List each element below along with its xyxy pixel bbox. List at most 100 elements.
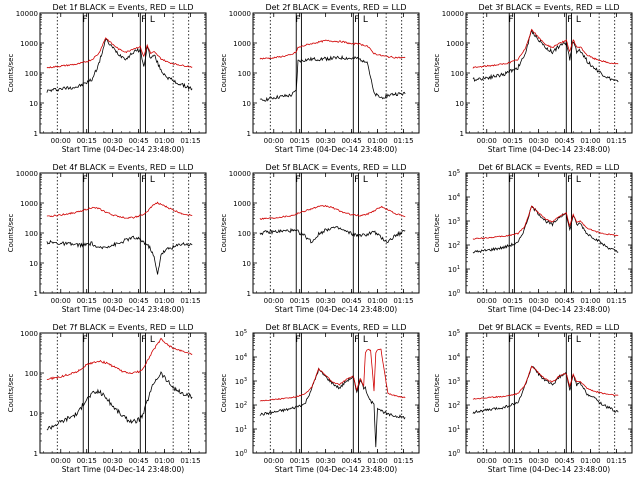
x-tick-label: 00:15 (77, 137, 97, 145)
y-tick-label: 103 (235, 377, 247, 386)
x-tick-label: 01:00 (580, 297, 600, 305)
x-tick-label: 00:30 (316, 137, 336, 145)
lld-series-line (46, 337, 193, 381)
plot-title: Det 7f BLACK = Events, RED = LLD (52, 323, 193, 332)
events-series-line (472, 28, 619, 83)
y-axis-label: Counts/sec (7, 374, 15, 413)
x-tick-label: 00:45 (341, 457, 361, 465)
x-tick-label: 00:30 (316, 457, 336, 465)
y-tick-label: 1000 (233, 40, 251, 48)
x-axis-label: Start Time (04-Dec-14 23:48:00) (275, 465, 397, 474)
x-tick-label: 01:00 (154, 457, 174, 465)
det-plot-5: Det 5f BLACK = Events, RED = LLD 1 10 100 10… (220, 163, 420, 314)
plot-title: Det 1f BLACK = Events, RED = LLD (52, 3, 193, 12)
x-axis-label: Start Time (04-Dec-14 23:48:00) (275, 145, 397, 154)
x-tick-label: 01:00 (367, 137, 387, 145)
lld-series-line (46, 37, 193, 69)
marker-letter: L (363, 335, 368, 345)
x-tick-label: 00:30 (316, 297, 336, 305)
marker-letter: L (363, 175, 368, 185)
x-tick-label: 00:15 (290, 457, 310, 465)
x-tick-label: 00:15 (503, 137, 523, 145)
x-tick-label: 00:15 (77, 457, 97, 465)
y-tick-label: 1000 (20, 330, 38, 338)
x-tick-label: 00:45 (128, 137, 148, 145)
marker-letter: F (508, 15, 513, 25)
events-series-line (46, 371, 193, 431)
y-tick-label: 1000 (20, 40, 38, 48)
x-tick-label: 01:15 (606, 457, 626, 465)
y-axis-label: Counts/sec (7, 54, 15, 93)
y-tick-label: 100 (238, 70, 251, 78)
plot-title: Det 9f BLACK = Events, RED = LLD (478, 323, 619, 332)
y-tick-label: 10000 (442, 10, 464, 18)
y-tick-label: 100 (451, 70, 464, 78)
y-tick-label: 100 (25, 70, 38, 78)
x-axis-label: Start Time (04-Dec-14 23:48:00) (488, 305, 610, 314)
y-tick-label: 104 (448, 353, 460, 362)
y-tick-label: 1 (34, 290, 38, 298)
y-tick-label: 1 (34, 130, 38, 138)
plot-frame (39, 172, 207, 294)
x-tick-label: 01:00 (154, 297, 174, 305)
events-series-line (46, 38, 193, 93)
x-tick-label: 00:30 (529, 457, 549, 465)
y-tick-label: 105 (448, 169, 460, 178)
plot-frame (39, 332, 207, 454)
marker-letter: F (354, 335, 359, 345)
x-tick-label: 00:00 (477, 297, 497, 305)
y-tick-label: 1000 (233, 200, 251, 208)
y-axis-label: Counts/sec (220, 374, 228, 413)
marker-letter: L (576, 15, 581, 25)
marker-letter: L (150, 175, 155, 185)
y-tick-label: 100 (448, 449, 460, 458)
det-plot-9: Det 9f BLACK = Events, RED = LLD 100 101 10… (433, 323, 633, 474)
x-tick-label: 01:15 (606, 297, 626, 305)
lld-series-line (472, 28, 619, 69)
x-axis-label: Start Time (04-Dec-14 23:48:00) (488, 465, 610, 474)
y-tick-label: 1 (460, 130, 464, 138)
marker-letter: L (576, 335, 581, 345)
x-tick-label: 01:00 (367, 297, 387, 305)
x-tick-label: 01:00 (367, 457, 387, 465)
y-tick-label: 10 (242, 100, 251, 108)
x-tick-label: 01:15 (393, 457, 413, 465)
x-tick-label: 01:15 (180, 297, 200, 305)
lld-series-line (472, 365, 619, 400)
y-axis-label: Counts/sec (433, 214, 441, 253)
y-tick-label: 1 (247, 130, 251, 138)
y-axis-label: Counts/sec (220, 214, 228, 253)
det-plot-1: Det 1f BLACK = Events, RED = LLD 1 10 100 10… (7, 3, 207, 154)
x-tick-label: 00:45 (128, 297, 148, 305)
x-axis-label: Start Time (04-Dec-14 23:48:00) (62, 305, 184, 314)
events-series-line (259, 54, 406, 102)
x-tick-label: 00:00 (51, 297, 71, 305)
y-tick-label: 10000 (16, 170, 38, 178)
x-tick-label: 00:15 (290, 297, 310, 305)
y-tick-label: 100 (25, 370, 38, 378)
lld-series-line (472, 205, 619, 240)
det-plot-2: Det 2f BLACK = Events, RED = LLD 1 10 100 10… (220, 3, 420, 154)
x-tick-label: 00:30 (529, 137, 549, 145)
events-series-line (46, 235, 193, 275)
y-tick-label: 10000 (229, 10, 251, 18)
plot-frame (252, 332, 420, 454)
det-plot-4: Det 4f BLACK = Events, RED = LLD 1 10 100 10… (7, 163, 207, 314)
y-tick-label: 10 (29, 100, 38, 108)
x-tick-label: 01:15 (180, 137, 200, 145)
marker-letter: F (295, 335, 300, 345)
marker-letter: F (82, 335, 87, 345)
det-plot-6: Det 6f BLACK = Events, RED = LLD 100 101 10… (433, 163, 633, 314)
events-series-line (472, 366, 619, 414)
plot-title: Det 6f BLACK = Events, RED = LLD (478, 163, 619, 172)
marker-letter: F (82, 15, 87, 25)
y-tick-label: 102 (448, 241, 460, 250)
plot-title: Det 5f BLACK = Events, RED = LLD (265, 163, 406, 172)
plot-frame (252, 12, 420, 134)
y-tick-label: 100 (235, 449, 247, 458)
det-plot-8: Det 8f BLACK = Events, RED = LLD 100 101 10… (220, 323, 420, 474)
x-tick-label: 00:00 (51, 137, 71, 145)
plot-frame (465, 172, 633, 294)
x-tick-label: 00:45 (554, 457, 574, 465)
